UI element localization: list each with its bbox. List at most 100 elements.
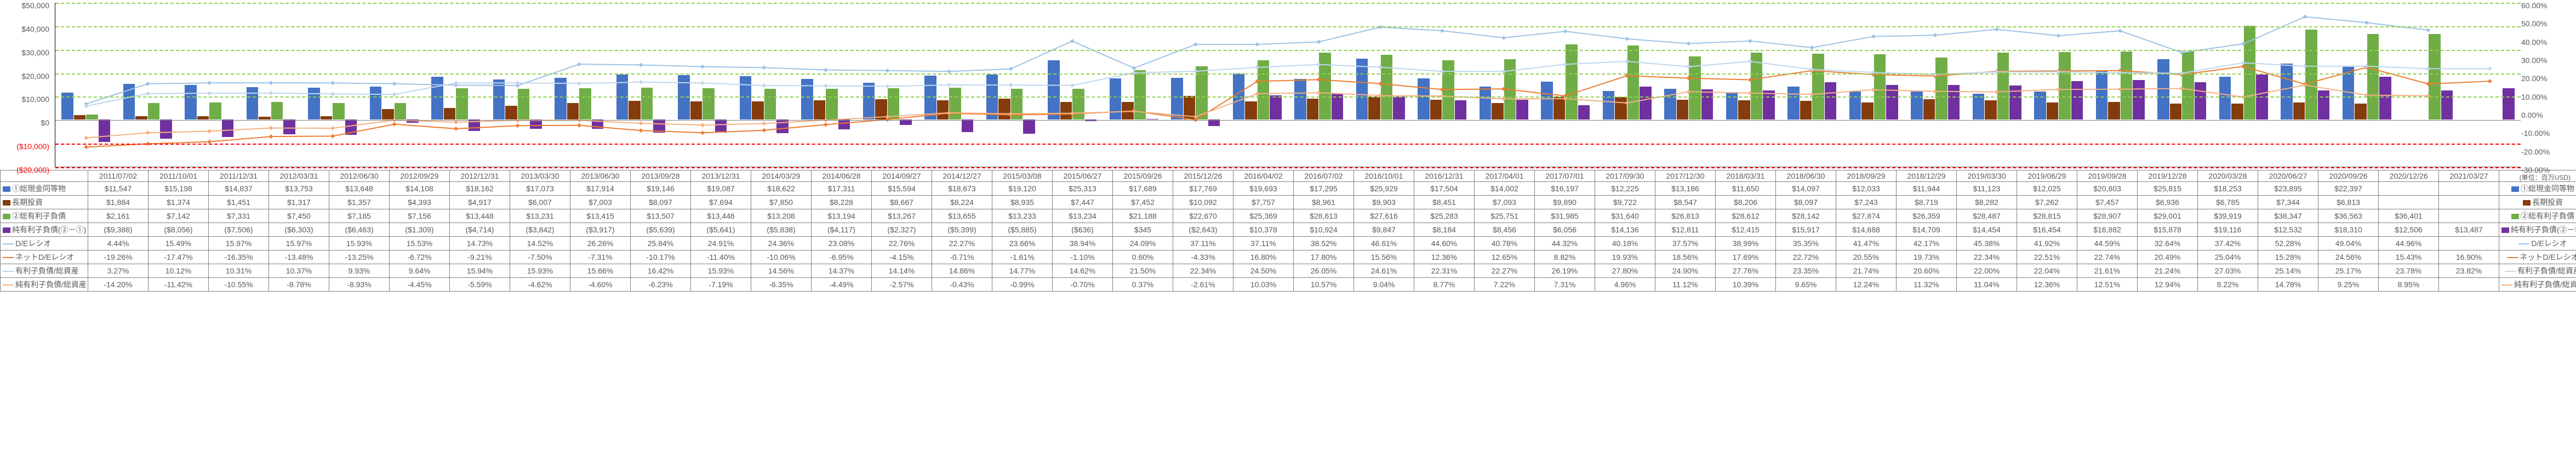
data-cell: 0.60% bbox=[1113, 250, 1173, 264]
bar-netdebt bbox=[776, 119, 789, 133]
data-cell: $7,694 bbox=[691, 196, 751, 209]
data-cell: 46.61% bbox=[1354, 237, 1414, 250]
bar-debt bbox=[1874, 54, 1886, 119]
bar-netdebt bbox=[1763, 90, 1775, 119]
data-cell: 12.51% bbox=[2077, 278, 2138, 292]
data-cell: $8,935 bbox=[992, 196, 1053, 209]
data-cell: 14.62% bbox=[1053, 264, 1113, 278]
data-cell: -0.43% bbox=[932, 278, 992, 292]
data-cell: 26.05% bbox=[1294, 264, 1354, 278]
data-cell: $6,785 bbox=[2198, 196, 2258, 209]
bar-netdebt bbox=[2318, 90, 2330, 120]
data-cell: ($7,506) bbox=[209, 223, 269, 237]
period-group bbox=[2275, 3, 2337, 167]
data-cell: $19,087 bbox=[691, 182, 751, 196]
bar-debt bbox=[1072, 89, 1084, 120]
data-cell: $12,025 bbox=[2017, 182, 2077, 196]
bar-longinv bbox=[135, 116, 147, 119]
bar-debt bbox=[1258, 60, 1270, 120]
period-group bbox=[1967, 3, 2029, 167]
bar-netdebt bbox=[2009, 86, 2021, 119]
y-right-tick: 60.00% bbox=[2521, 1, 2571, 10]
bar-netdebt bbox=[715, 119, 727, 133]
data-cell: $28,142 bbox=[1776, 209, 1836, 223]
bar-cash bbox=[1541, 82, 1553, 119]
period-header: 2017/12/30 bbox=[1655, 170, 1716, 182]
period-header: 2017/09/30 bbox=[1595, 170, 1655, 182]
data-cell: 9.04% bbox=[1354, 278, 1414, 292]
bar-cash bbox=[555, 78, 567, 120]
data-cell: ($4,117) bbox=[812, 223, 872, 237]
data-cell: 9.93% bbox=[329, 264, 390, 278]
data-cell: $7,457 bbox=[2077, 196, 2138, 209]
period-header: 2014/06/28 bbox=[812, 170, 872, 182]
data-cell: 7.22% bbox=[1475, 278, 1535, 292]
row-header: 有利子負債/総資産 bbox=[1, 264, 88, 278]
row-header: 純有利子負債(②－①) bbox=[1, 223, 88, 237]
period-group bbox=[241, 3, 302, 167]
legend-marker bbox=[2505, 271, 2516, 272]
data-cell: -9.21% bbox=[450, 250, 510, 264]
period-header: 2014/12/27 bbox=[932, 170, 992, 182]
data-cell: 14.37% bbox=[812, 264, 872, 278]
data-cell: 40.78% bbox=[1475, 237, 1535, 250]
bar-netdebt bbox=[1270, 95, 1282, 119]
period-header: 2011/07/02 bbox=[88, 170, 148, 182]
gridline bbox=[55, 96, 2521, 98]
data-cell: 24.90% bbox=[1655, 264, 1716, 278]
data-cell: 15.56% bbox=[1354, 250, 1414, 264]
data-cell: 15.97% bbox=[209, 237, 269, 250]
bar-netdebt bbox=[1455, 100, 1467, 119]
data-cell: 21.74% bbox=[1836, 264, 1897, 278]
bar-debt bbox=[1504, 59, 1516, 119]
data-cell: 25.84% bbox=[631, 237, 691, 250]
legend-marker bbox=[3, 284, 14, 286]
bar-longinv bbox=[998, 99, 1010, 119]
data-cell: $13,234 bbox=[1053, 209, 1113, 223]
bar-debt bbox=[2429, 34, 2441, 119]
data-cell: $1,374 bbox=[148, 196, 209, 209]
bar-cash bbox=[1294, 79, 1306, 119]
bar-debt bbox=[518, 89, 530, 120]
data-cell: $36,401 bbox=[2379, 209, 2439, 223]
period-group bbox=[364, 3, 426, 167]
bar-cash bbox=[1480, 87, 1492, 119]
bar-longinv bbox=[1861, 102, 1874, 119]
data-cell: $7,331 bbox=[209, 209, 269, 223]
data-cell: 41.92% bbox=[2017, 237, 2077, 250]
data-cell: $26,813 bbox=[1655, 209, 1716, 223]
data-cell: $19,146 bbox=[631, 182, 691, 196]
bar-netdebt bbox=[1825, 82, 1837, 119]
period-header: 2016/12/31 bbox=[1414, 170, 1475, 182]
bar-debt bbox=[888, 88, 900, 119]
data-cell: 7.31% bbox=[1535, 278, 1595, 292]
row-header-right: 純有利子負債(②－①) bbox=[2499, 223, 2576, 237]
data-cell: -6.95% bbox=[812, 250, 872, 264]
data-cell: 22.76% bbox=[872, 237, 932, 250]
period-header: 2020/12/26 bbox=[2379, 170, 2439, 182]
data-cell: 12.24% bbox=[1836, 278, 1897, 292]
data-cell: 37.57% bbox=[1655, 237, 1716, 250]
data-cell: 15.97% bbox=[269, 237, 329, 250]
data-cell: $8,667 bbox=[872, 196, 932, 209]
data-cell: $10,924 bbox=[1294, 223, 1354, 237]
data-cell: 23.78% bbox=[2379, 264, 2439, 278]
data-cell: $11,650 bbox=[1716, 182, 1776, 196]
data-cell: 22.00% bbox=[1957, 264, 2017, 278]
data-cell: $19,116 bbox=[2198, 223, 2258, 237]
bar-debt bbox=[86, 115, 98, 119]
data-cell: $12,506 bbox=[2379, 223, 2439, 237]
series-label: ①総現金同等物 bbox=[2521, 184, 2574, 193]
period-header: 2011/12/31 bbox=[209, 170, 269, 182]
data-cell: $12,811 bbox=[1655, 223, 1716, 237]
bar-netdebt bbox=[1332, 94, 1344, 119]
data-cell: ($636) bbox=[1053, 223, 1113, 237]
bar-netdebt bbox=[530, 119, 542, 128]
data-cell: ($3,842) bbox=[510, 223, 570, 237]
bar-longinv bbox=[197, 116, 209, 119]
data-cell: $12,415 bbox=[1716, 223, 1776, 237]
data-cell: $7,450 bbox=[269, 209, 329, 223]
period-group bbox=[1781, 3, 1843, 167]
data-cell: $14,136 bbox=[1595, 223, 1655, 237]
data-cell: 44.32% bbox=[1535, 237, 1595, 250]
